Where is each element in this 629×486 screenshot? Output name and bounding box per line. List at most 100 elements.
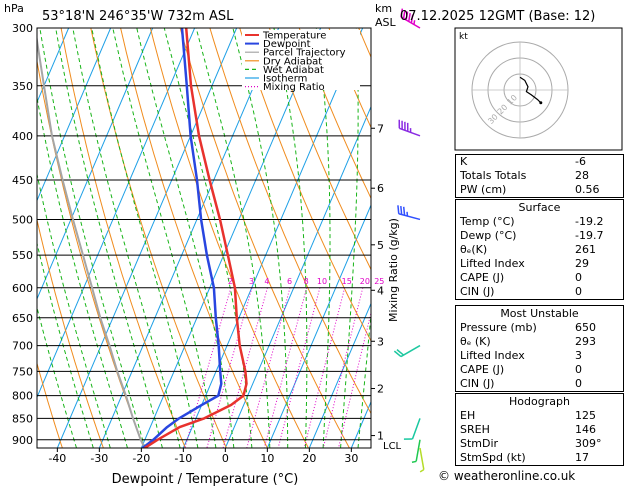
profile-parcel-trajectory bbox=[37, 34, 146, 448]
surface-cin-value: 0 bbox=[575, 285, 582, 298]
x-tick-label: -10 bbox=[174, 452, 192, 465]
surface-theta-value: 261 bbox=[575, 243, 596, 256]
mu-pressure-row: Pressure (mb) 650 bbox=[456, 321, 623, 335]
mixing-ratio-line bbox=[222, 287, 268, 448]
surface-table: Surface Temp (°C) -19.2 Dewp (°C) -19.7 θₑ… bbox=[455, 199, 624, 300]
profile-dewpoint bbox=[141, 28, 223, 448]
wind-barb-half bbox=[409, 128, 412, 133]
wet-adiabat-line bbox=[112, 28, 217, 448]
dry-adiabat-line bbox=[149, 28, 309, 448]
wind-barb bbox=[403, 418, 421, 440]
wind-barb-flag bbox=[402, 9, 406, 19]
wet-adiabat-line bbox=[273, 28, 308, 448]
pressure-tick-label: 400 bbox=[12, 130, 33, 143]
isotherm-line bbox=[308, 302, 371, 448]
mixing-ratio-label: 20 bbox=[360, 277, 370, 286]
hpa-unit-label: hPa bbox=[4, 2, 24, 15]
stmspd-row: StmSpd (kt) 17 bbox=[456, 451, 623, 465]
mixing-ratio-line bbox=[277, 287, 321, 448]
mu-cin-value: 0 bbox=[575, 377, 582, 390]
mixing-ratio-line bbox=[338, 311, 371, 448]
km-tick-label: 2 bbox=[377, 383, 384, 396]
profile-temperature bbox=[144, 28, 248, 448]
km-tick-label: 7 bbox=[377, 122, 384, 135]
dry-adiabat-line bbox=[37, 58, 145, 448]
km-tick-label: 5 bbox=[377, 239, 384, 252]
wind-barb bbox=[419, 447, 425, 473]
x-tick-label: -20 bbox=[132, 452, 150, 465]
km-tick-label: 6 bbox=[377, 182, 384, 195]
wet-adiabat-line bbox=[39, 28, 146, 448]
legend-item: Isotherm bbox=[263, 74, 307, 85]
legend-item: Dry Adiabat bbox=[263, 56, 322, 67]
x-tick-label: 30 bbox=[344, 452, 358, 465]
credit-text: © weatheronline.co.uk bbox=[438, 469, 576, 483]
wind-barb-staff bbox=[415, 439, 421, 462]
stmdir-value: 309° bbox=[575, 437, 602, 450]
hodograph-table: Hodograph EH 125 SREH 146 StmDir 309° StmSp… bbox=[455, 393, 624, 466]
mu-li-value: 3 bbox=[575, 349, 582, 362]
pressure-tick-label: 600 bbox=[12, 282, 33, 295]
datetime-title: 07.12.2025 12GMT (Base: 12) bbox=[400, 9, 595, 24]
mu-cin-row: CIN (J) 0 bbox=[456, 377, 623, 391]
surface-cape-row: CAPE (J) 0 bbox=[456, 271, 623, 285]
wind-barb bbox=[398, 119, 421, 137]
isotherm-line bbox=[37, 28, 112, 202]
mixing-ratio-label: 10 bbox=[317, 277, 327, 286]
k-index-row: K -6 bbox=[456, 155, 623, 169]
wind-barb-staff bbox=[399, 127, 421, 137]
wind-barb-flag bbox=[406, 122, 409, 132]
surface-theta-row: θₑ(K) 261 bbox=[456, 243, 623, 257]
pressure-tick-label: 350 bbox=[12, 80, 33, 93]
mu-cape-row: CAPE (J) 0 bbox=[456, 363, 623, 377]
mixing-ratio-line bbox=[206, 287, 253, 448]
wind-barb bbox=[393, 344, 421, 358]
pressure-tick-label: 450 bbox=[12, 174, 33, 187]
mixing-ratio-label: 8 bbox=[304, 277, 309, 286]
pressure-tick-label: 300 bbox=[12, 22, 33, 35]
legend-box bbox=[242, 30, 360, 90]
x-tick-label: 20 bbox=[302, 452, 316, 465]
wet-adiabat-line bbox=[340, 28, 359, 448]
plot-frame bbox=[36, 27, 372, 449]
km-tick-label: 1 bbox=[377, 430, 384, 443]
mu-theta-value: 293 bbox=[575, 335, 596, 348]
pressure-tick-label: 750 bbox=[12, 365, 33, 378]
wind-barb-flag bbox=[403, 438, 413, 440]
wind-barb-staff bbox=[400, 344, 421, 358]
surface-temp-row: Temp (°C) -19.2 bbox=[456, 215, 623, 229]
dry-adiabat-line bbox=[209, 28, 371, 415]
wind-barb-staff bbox=[411, 418, 421, 440]
dry-adiabat-line bbox=[268, 28, 371, 271]
x-tick-label: -40 bbox=[48, 452, 66, 465]
wind-barb-flag bbox=[398, 119, 401, 129]
surface-dewp-row: Dewp (°C) -19.7 bbox=[456, 229, 623, 243]
isotherm-line bbox=[266, 203, 371, 448]
pressure-tick-label: 850 bbox=[12, 412, 33, 425]
pressure-tick-label: 650 bbox=[12, 312, 33, 325]
legend-item: Dewpoint bbox=[263, 39, 311, 50]
mixing-ratio-label: 3 bbox=[249, 277, 254, 286]
isotherm-line bbox=[224, 105, 371, 448]
stmspd-value: 17 bbox=[575, 451, 589, 464]
surface-cape-value: 0 bbox=[575, 271, 582, 284]
dry-adiabat-line bbox=[298, 28, 371, 200]
wind-barb-staff bbox=[398, 213, 421, 221]
hodograph-trace bbox=[519, 76, 542, 104]
mu-li-row: Lifted Index 3 bbox=[456, 349, 623, 363]
profiles bbox=[37, 28, 248, 448]
legend-item: Wet Adiabat bbox=[263, 65, 324, 76]
wind-barb-flag bbox=[393, 350, 402, 358]
wind-barb-half bbox=[413, 20, 416, 25]
km-unit-label: km bbox=[375, 2, 392, 15]
wind-barb bbox=[400, 8, 421, 29]
wet-adiabat-line bbox=[195, 28, 271, 448]
mu-theta-row: θₑ (K) 293 bbox=[456, 335, 623, 349]
isotherm-line bbox=[140, 28, 322, 448]
mixing-ratio-label: 15 bbox=[342, 277, 352, 286]
mu-pressure-value: 650 bbox=[575, 321, 596, 334]
surface-dewp-value: -19.7 bbox=[575, 229, 604, 242]
